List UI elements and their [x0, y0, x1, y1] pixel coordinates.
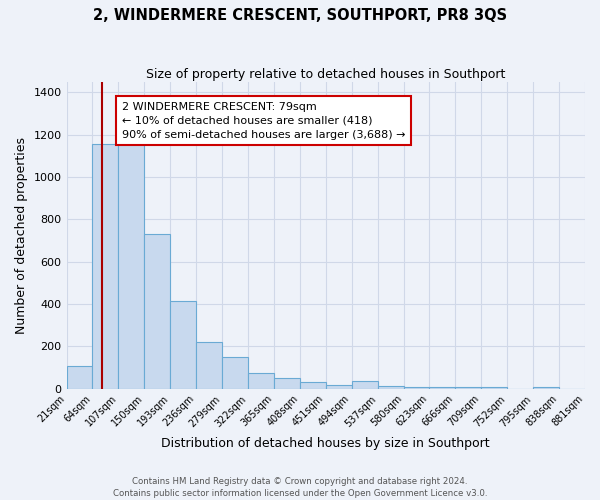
Bar: [300, 382, 326, 389]
Bar: [170, 301, 196, 389]
Bar: [430, 386, 455, 389]
Bar: [248, 373, 274, 389]
Bar: [196, 342, 222, 389]
Bar: [404, 386, 430, 389]
Y-axis label: Number of detached properties: Number of detached properties: [15, 136, 28, 334]
Text: 2 WINDERMERE CRESCENT: 79sqm
← 10% of detached houses are smaller (418)
90% of s: 2 WINDERMERE CRESCENT: 79sqm ← 10% of de…: [122, 102, 406, 140]
Bar: [274, 378, 300, 389]
Bar: [145, 234, 170, 389]
Bar: [377, 386, 404, 389]
Bar: [326, 384, 352, 389]
Text: Contains HM Land Registry data © Crown copyright and database right 2024.
Contai: Contains HM Land Registry data © Crown c…: [113, 476, 487, 498]
Text: 2, WINDERMERE CRESCENT, SOUTHPORT, PR8 3QS: 2, WINDERMERE CRESCENT, SOUTHPORT, PR8 3…: [93, 8, 507, 22]
Bar: [455, 387, 481, 389]
Bar: [118, 144, 145, 389]
Bar: [92, 144, 118, 389]
Bar: [533, 387, 559, 389]
Title: Size of property relative to detached houses in Southport: Size of property relative to detached ho…: [146, 68, 505, 80]
Bar: [67, 366, 92, 389]
X-axis label: Distribution of detached houses by size in Southport: Distribution of detached houses by size …: [161, 437, 490, 450]
Bar: [481, 387, 507, 389]
Bar: [222, 358, 248, 389]
Bar: [352, 382, 377, 389]
